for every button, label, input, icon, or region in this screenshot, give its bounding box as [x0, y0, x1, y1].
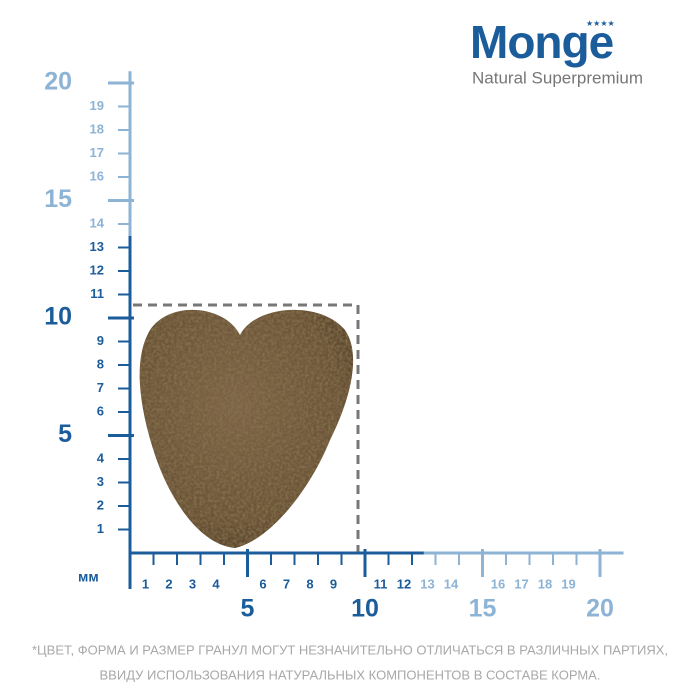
y-tick-label: 13	[90, 239, 104, 254]
x-tick-label: 17	[514, 576, 528, 591]
logo: Monge ★★★★ Natural Superpremium	[470, 16, 643, 87]
y-tick-label: 2	[97, 497, 104, 512]
footnote-line: ВВИДУ ИСПОЛЬЗОВАНИЯ НАТУРАЛЬНЫХ КОМПОНЕН…	[100, 667, 601, 682]
y-tick-label: 3	[97, 474, 104, 489]
x-tick-label: 11	[374, 576, 388, 591]
y-major-label: 5	[58, 420, 72, 448]
y-tick-label: 19	[90, 98, 104, 113]
size-box	[133, 303, 360, 553]
x-tick-label: 8	[306, 576, 313, 591]
y-tick-label: 11	[90, 286, 104, 301]
x-tick-label: 7	[283, 576, 290, 591]
brand-tagline: Natural Superpremium	[472, 68, 643, 87]
brand-name: Monge	[470, 16, 614, 68]
x-tick-label: 3	[189, 576, 196, 591]
y-tick-label: 18	[90, 121, 104, 136]
x-tick-label: 16	[491, 576, 505, 591]
x-tick-label: 4	[212, 576, 220, 591]
x-tick-label: 2	[165, 576, 172, 591]
y-tick-label: 17	[90, 145, 104, 160]
x-tick-label: 6	[259, 576, 266, 591]
y-major-label: 15	[44, 185, 72, 213]
x-major-label: 15	[469, 595, 497, 623]
x-major-label: 5	[241, 595, 255, 623]
y-major-label: 10	[44, 303, 72, 331]
y-tick-label: 12	[90, 262, 104, 277]
kibble	[139, 309, 354, 548]
x-tick-label: 9	[330, 576, 337, 591]
x-major-label: 20	[586, 595, 614, 623]
x-tick-label: 13	[420, 576, 434, 591]
x-major-label: 10	[351, 595, 379, 623]
y-tick-label: 9	[97, 333, 104, 348]
x-tick-label: 18	[538, 576, 552, 591]
y-tick-label: 6	[97, 403, 104, 418]
y-tick-label: 4	[97, 450, 105, 465]
y-tick-label: 7	[97, 380, 104, 395]
y-major-label: 20	[44, 68, 72, 96]
y-tick-label: 1	[97, 521, 104, 536]
stars: ★★★★	[586, 19, 615, 28]
x-tick-label: 12	[397, 576, 411, 591]
y-tick-label: 14	[90, 215, 105, 230]
svg-text:★★★★: ★★★★	[586, 19, 615, 28]
unit-label: мм	[78, 569, 99, 585]
y-tick-label: 16	[90, 168, 104, 183]
y-tick-label: 8	[97, 356, 104, 371]
footnote-line: *ЦВЕТ, ФОРМА И РАЗМЕР ГРАНУЛ МОГУТ НЕЗНА…	[32, 642, 668, 657]
x-tick-label: 19	[561, 576, 575, 591]
x-tick-label: 1	[142, 576, 149, 591]
x-tick-label: 14	[444, 576, 459, 591]
